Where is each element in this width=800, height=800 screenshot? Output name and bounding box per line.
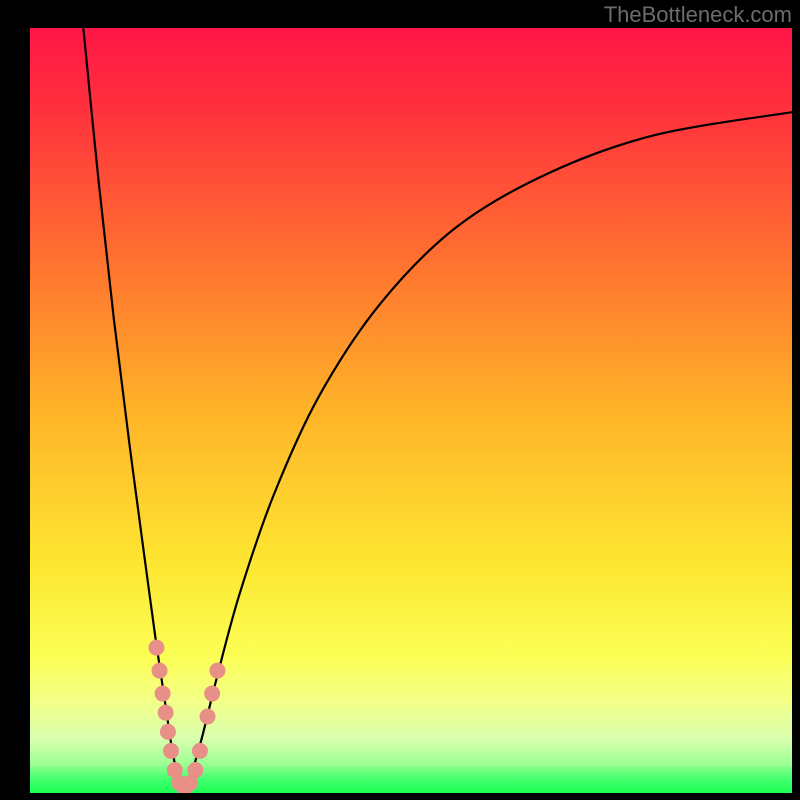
- data-point-markers: [148, 640, 225, 793]
- data-point-marker: [209, 663, 225, 679]
- data-point-marker: [187, 762, 203, 778]
- data-point-marker: [163, 743, 179, 759]
- right-bottleneck-curve: [182, 112, 792, 793]
- data-point-marker: [148, 640, 164, 656]
- data-point-marker: [204, 686, 220, 702]
- data-point-marker: [192, 743, 208, 759]
- curves-svg: [30, 28, 792, 793]
- data-point-marker: [200, 709, 216, 725]
- plot-area: [30, 28, 792, 793]
- data-point-marker: [152, 663, 168, 679]
- data-point-marker: [155, 686, 171, 702]
- watermark-text: TheBottleneck.com: [604, 2, 792, 28]
- data-point-marker: [158, 705, 174, 721]
- chart-container: TheBottleneck.com: [0, 0, 800, 800]
- data-point-marker: [160, 724, 176, 740]
- left-bottleneck-curve: [83, 28, 182, 793]
